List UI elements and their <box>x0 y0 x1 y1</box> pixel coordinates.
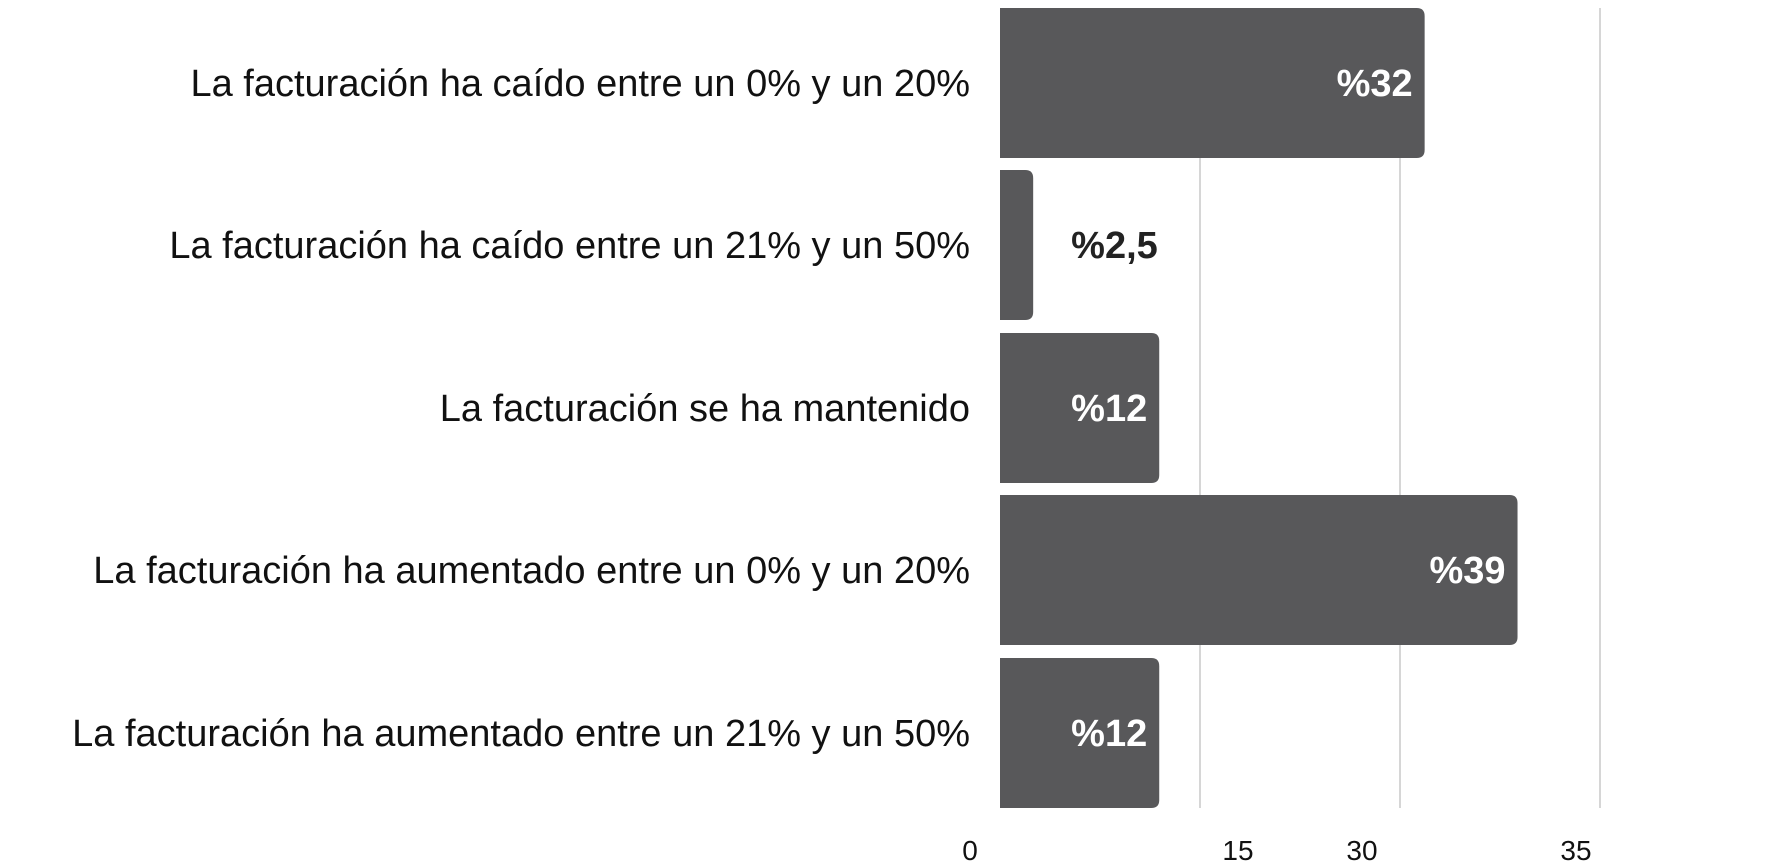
category-label-3: La facturación se ha mantenido <box>440 388 970 430</box>
x-tick-label-4: 35 <box>1560 835 1591 866</box>
x-tick-label-3: 30 <box>1346 835 1377 866</box>
category-label-4: La facturación ha aumentado entre un 0% … <box>93 550 970 592</box>
bar-3 <box>1000 333 1160 483</box>
category-labels: La facturación ha caído entre un 0% y un… <box>72 63 970 755</box>
data-label-5: %12 <box>1071 713 1147 755</box>
x-tick-label-2: 15 <box>1222 835 1253 866</box>
bar-2 <box>1000 170 1034 320</box>
x-tick-label-1: 0 <box>962 835 978 866</box>
data-label-1: %32 <box>1337 63 1413 105</box>
bar-4 <box>1000 495 1518 645</box>
data-labels: %32 %2,5 %12 %39 %12 <box>1071 63 1505 755</box>
bars <box>1000 8 1518 808</box>
bar-5 <box>1000 658 1160 808</box>
category-label-1: La facturación ha caído entre un 0% y un… <box>190 63 970 105</box>
data-label-3: %12 <box>1071 388 1147 430</box>
category-label-5: La facturación ha aumentado entre un 21%… <box>72 713 970 755</box>
x-axis-tick-labels: 0 15 30 35 <box>962 835 1591 866</box>
data-label-2: %2,5 <box>1071 225 1158 267</box>
data-label-4: %39 <box>1429 550 1505 592</box>
category-label-2: La facturación ha caído entre un 21% y u… <box>169 225 970 267</box>
bar-1 <box>1000 8 1425 158</box>
